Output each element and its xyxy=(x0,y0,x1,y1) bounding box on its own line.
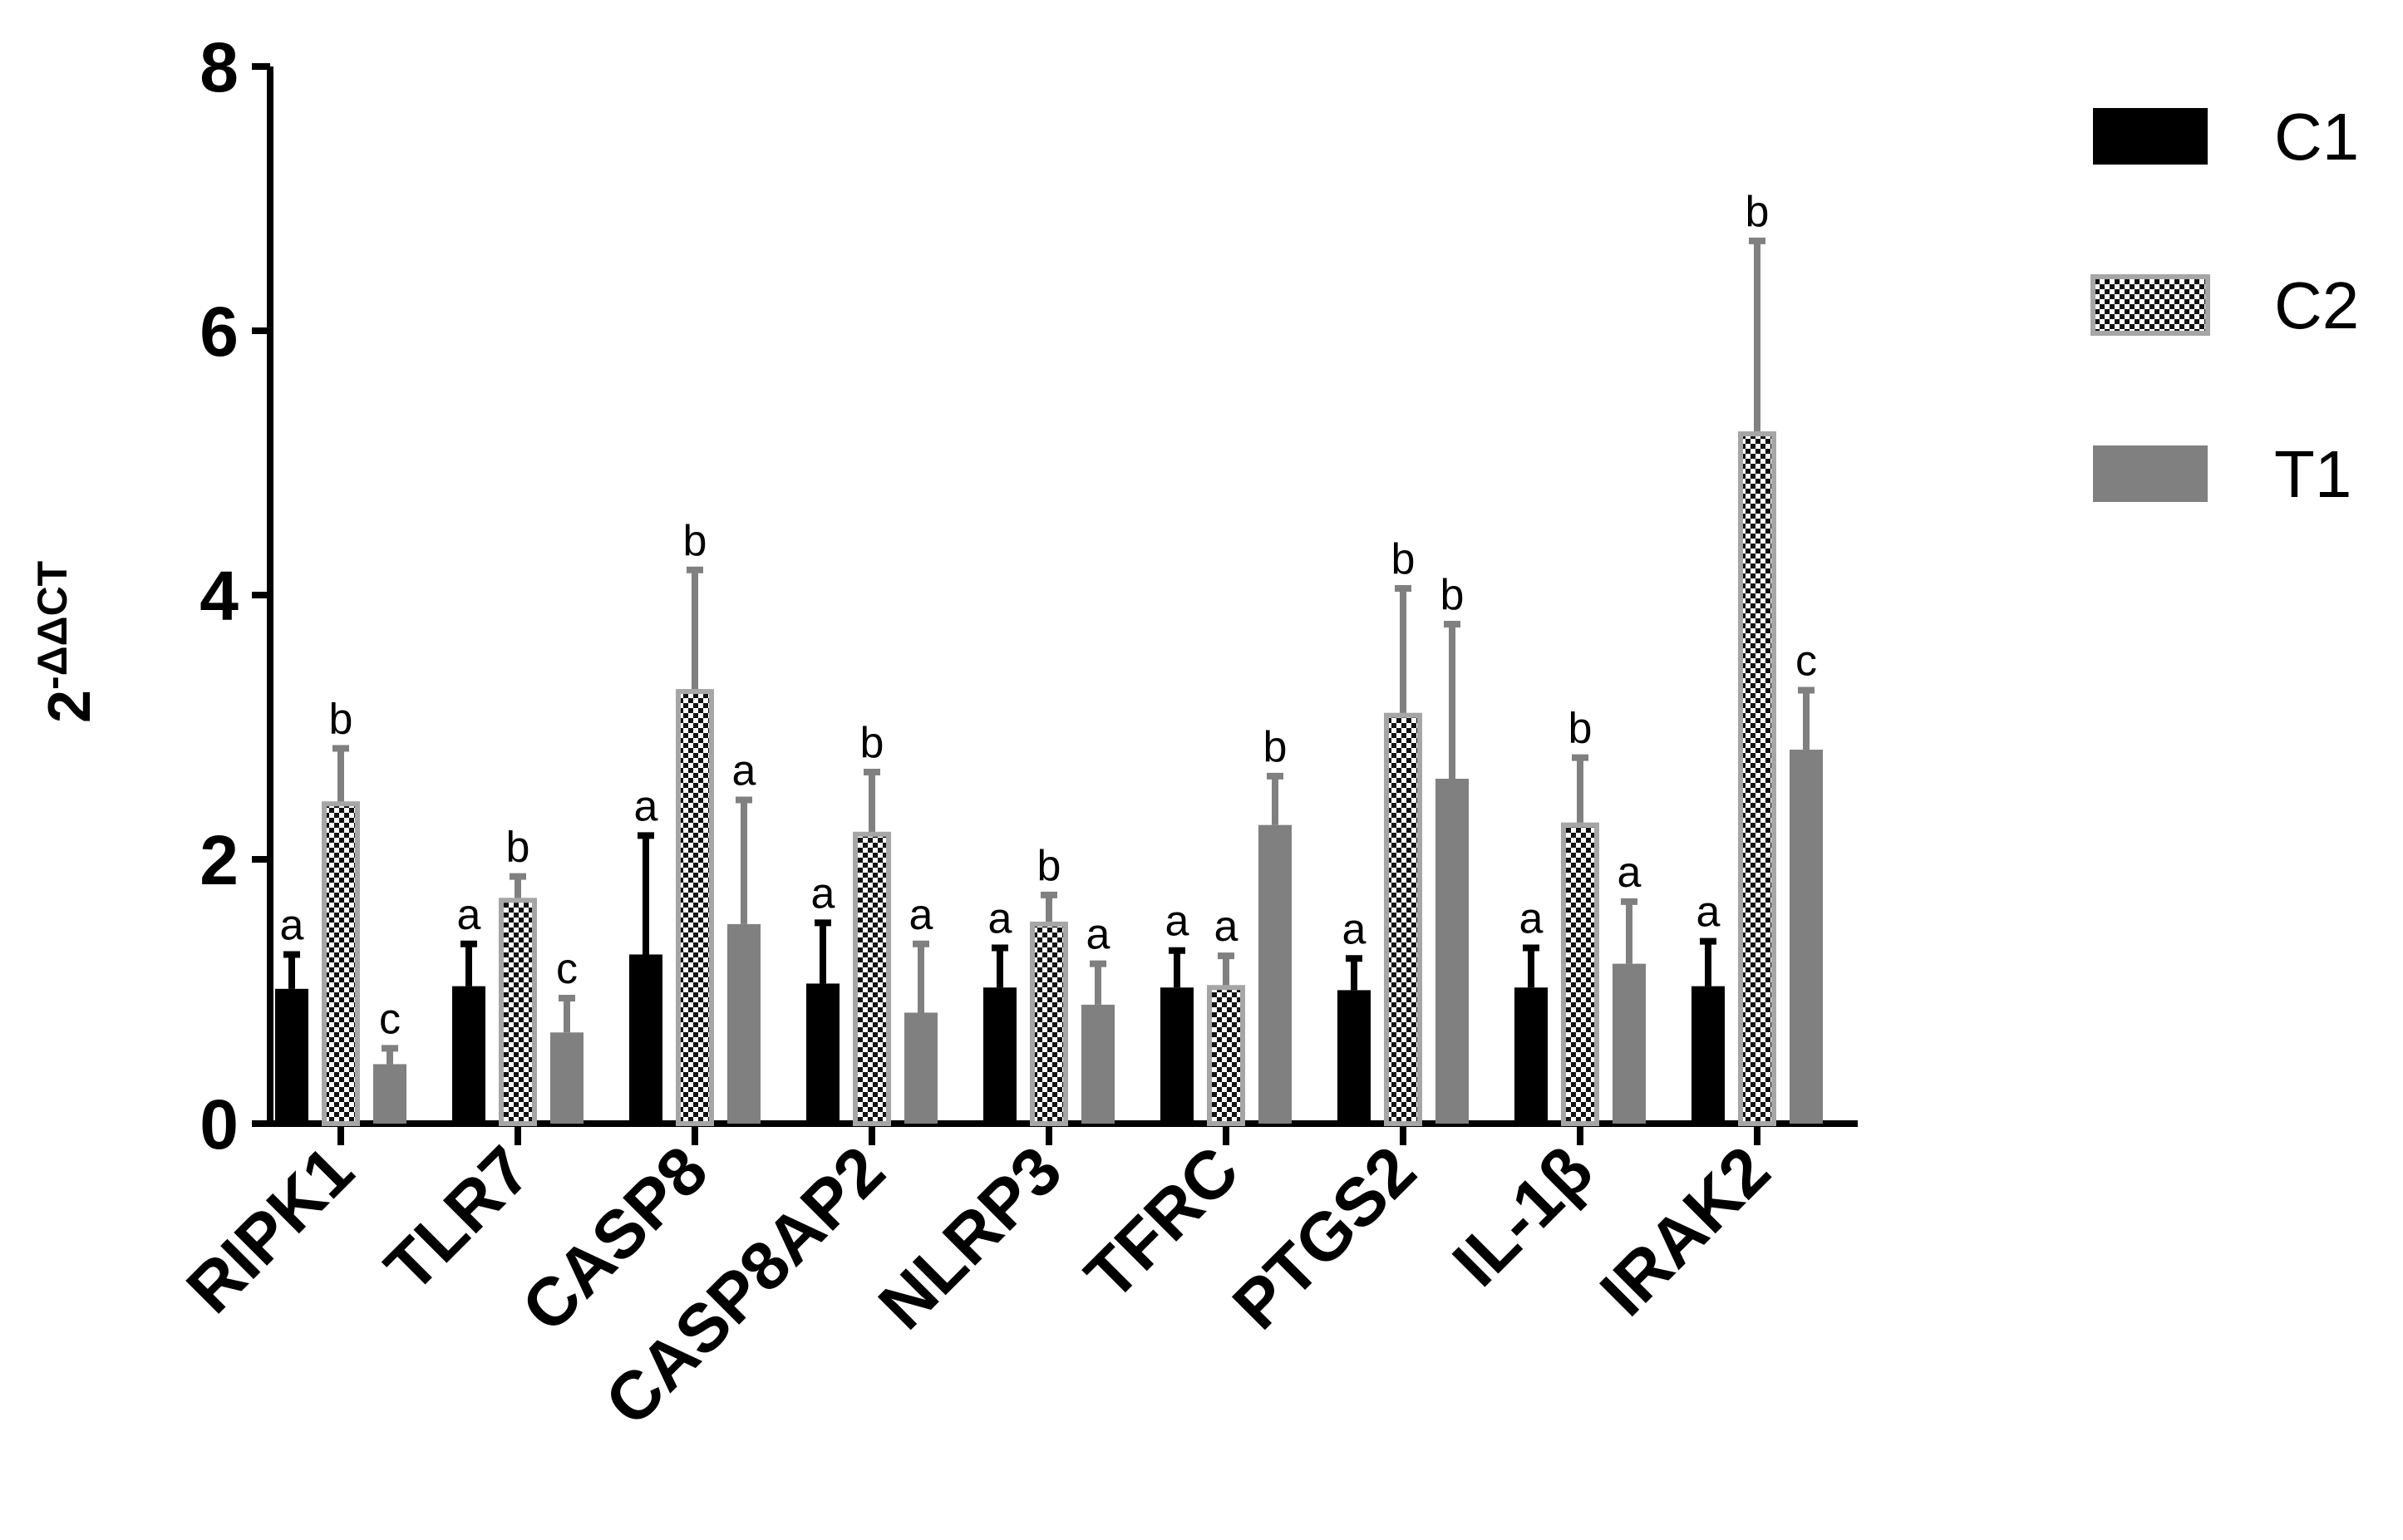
significance-label: b xyxy=(683,517,707,565)
bar-t1 xyxy=(1613,963,1646,1124)
bar-t1 xyxy=(904,1012,938,1124)
y-tick-label: 8 xyxy=(199,28,239,106)
bar-c2 xyxy=(1384,712,1422,1126)
x-tick-label: PTGS2 xyxy=(1219,1132,1430,1343)
bar-c2 xyxy=(1738,431,1776,1126)
bar-c1 xyxy=(452,986,485,1124)
significance-label: b xyxy=(1037,842,1061,890)
bar-c2 xyxy=(1207,985,1245,1126)
significance-label: a xyxy=(634,782,658,830)
legend-swatch-c2 xyxy=(2090,274,2210,336)
y-tick-label: 2 xyxy=(199,821,239,899)
bar-c1 xyxy=(275,988,308,1124)
significance-label: a xyxy=(280,901,304,949)
significance-label: a xyxy=(1165,898,1189,946)
y-tick-label: 6 xyxy=(199,293,239,371)
significance-label: b xyxy=(329,695,353,743)
significance-label: c xyxy=(379,995,401,1043)
x-tick-label: IL-1β xyxy=(1439,1132,1608,1301)
significance-label: b xyxy=(506,824,530,872)
significance-label: a xyxy=(1519,895,1544,943)
significance-label: a xyxy=(988,895,1012,943)
significance-label: a xyxy=(909,891,933,939)
legend-label-c2: C2 xyxy=(2274,268,2359,342)
y-tick-label: 4 xyxy=(199,557,239,635)
legend-swatch-t1 xyxy=(2093,445,2208,502)
bar-c2 xyxy=(1561,822,1599,1126)
significance-label: c xyxy=(556,945,578,993)
bar-c2 xyxy=(853,831,891,1126)
bar-c1 xyxy=(983,987,1017,1124)
bar-c1 xyxy=(1337,990,1371,1124)
x-tick-label: TLR7 xyxy=(371,1132,544,1306)
significance-label: b xyxy=(860,719,884,767)
bar-t1 xyxy=(550,1032,584,1124)
significance-label: a xyxy=(811,869,835,918)
bar-c2 xyxy=(1030,921,1068,1127)
significance-label: a xyxy=(457,891,481,939)
bar-c1 xyxy=(806,983,840,1124)
bar-c1 xyxy=(1691,986,1725,1124)
bar-t1 xyxy=(373,1064,406,1124)
legend-swatch-c1 xyxy=(2093,108,2208,165)
significance-label: b xyxy=(1263,723,1288,771)
significance-label: a xyxy=(1214,903,1238,951)
y-axis-title: 2-ΔΔCT xyxy=(29,561,103,723)
bar-c1 xyxy=(1160,987,1194,1124)
bar-t1 xyxy=(1081,1004,1115,1124)
legend-label-t1: T1 xyxy=(2274,437,2351,511)
y-axis-title-base: 2-ΔΔCT xyxy=(29,561,103,723)
significance-label: b xyxy=(1568,705,1593,753)
significance-label: a xyxy=(732,746,756,795)
plot-area: 02468abcRIPK1abcTLR7abaCASP8abaCASP8AP2a… xyxy=(173,28,1858,1440)
bar-t1 xyxy=(727,923,761,1124)
significance-label: b xyxy=(1440,571,1465,619)
legend-label-c1: C1 xyxy=(2274,100,2359,174)
bar-c1 xyxy=(629,954,662,1124)
significance-label: a xyxy=(1618,849,1642,897)
bar-c2 xyxy=(322,801,360,1126)
legend: C1 C2 T1 xyxy=(2090,100,2359,511)
significance-label: c xyxy=(1795,637,1817,685)
bar-c1 xyxy=(1514,987,1548,1124)
significance-label: a xyxy=(1342,905,1366,953)
bar-c2 xyxy=(676,689,714,1126)
x-tick-label: NLRP3 xyxy=(864,1132,1076,1343)
significance-label: b xyxy=(1746,188,1770,236)
significance-label: a xyxy=(1086,911,1110,959)
bar-t1 xyxy=(1258,824,1292,1124)
significance-label: b xyxy=(1391,535,1416,583)
bar-t1 xyxy=(1435,779,1469,1124)
x-tick-label: IRAK2 xyxy=(1586,1132,1784,1330)
y-tick-label: 0 xyxy=(199,1085,239,1164)
significance-label: a xyxy=(1696,888,1721,937)
bar-t1 xyxy=(1790,750,1823,1124)
bar-c2 xyxy=(499,898,537,1127)
